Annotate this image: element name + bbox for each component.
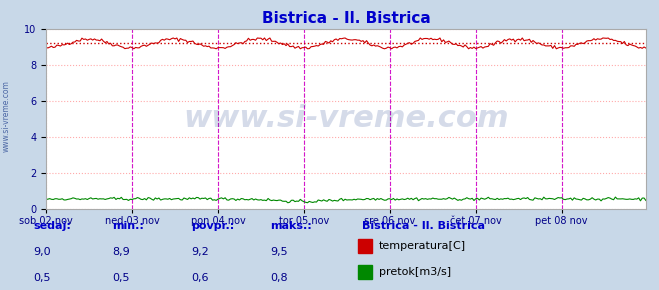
- Text: 0,5: 0,5: [33, 273, 51, 283]
- Text: temperatura[C]: temperatura[C]: [379, 241, 466, 251]
- Text: povpr.:: povpr.:: [191, 221, 235, 231]
- Text: sedaj:: sedaj:: [33, 221, 71, 231]
- Text: 0,8: 0,8: [270, 273, 288, 283]
- Text: 8,9: 8,9: [112, 247, 130, 257]
- Bar: [358, 265, 372, 279]
- Title: Bistrica - Il. Bistrica: Bistrica - Il. Bistrica: [262, 11, 430, 26]
- Text: 9,0: 9,0: [33, 247, 51, 257]
- Text: www.si-vreme.com: www.si-vreme.com: [2, 80, 11, 152]
- Text: 9,2: 9,2: [191, 247, 209, 257]
- Text: pretok[m3/s]: pretok[m3/s]: [379, 267, 451, 277]
- Text: 0,5: 0,5: [112, 273, 130, 283]
- Text: www.si-vreme.com: www.si-vreme.com: [183, 104, 509, 133]
- Text: Bistrica - Il. Bistrica: Bistrica - Il. Bistrica: [362, 221, 486, 231]
- Text: maks.:: maks.:: [270, 221, 312, 231]
- Text: min.:: min.:: [112, 221, 144, 231]
- Bar: [358, 239, 372, 253]
- Text: 0,6: 0,6: [191, 273, 209, 283]
- Text: 9,5: 9,5: [270, 247, 288, 257]
